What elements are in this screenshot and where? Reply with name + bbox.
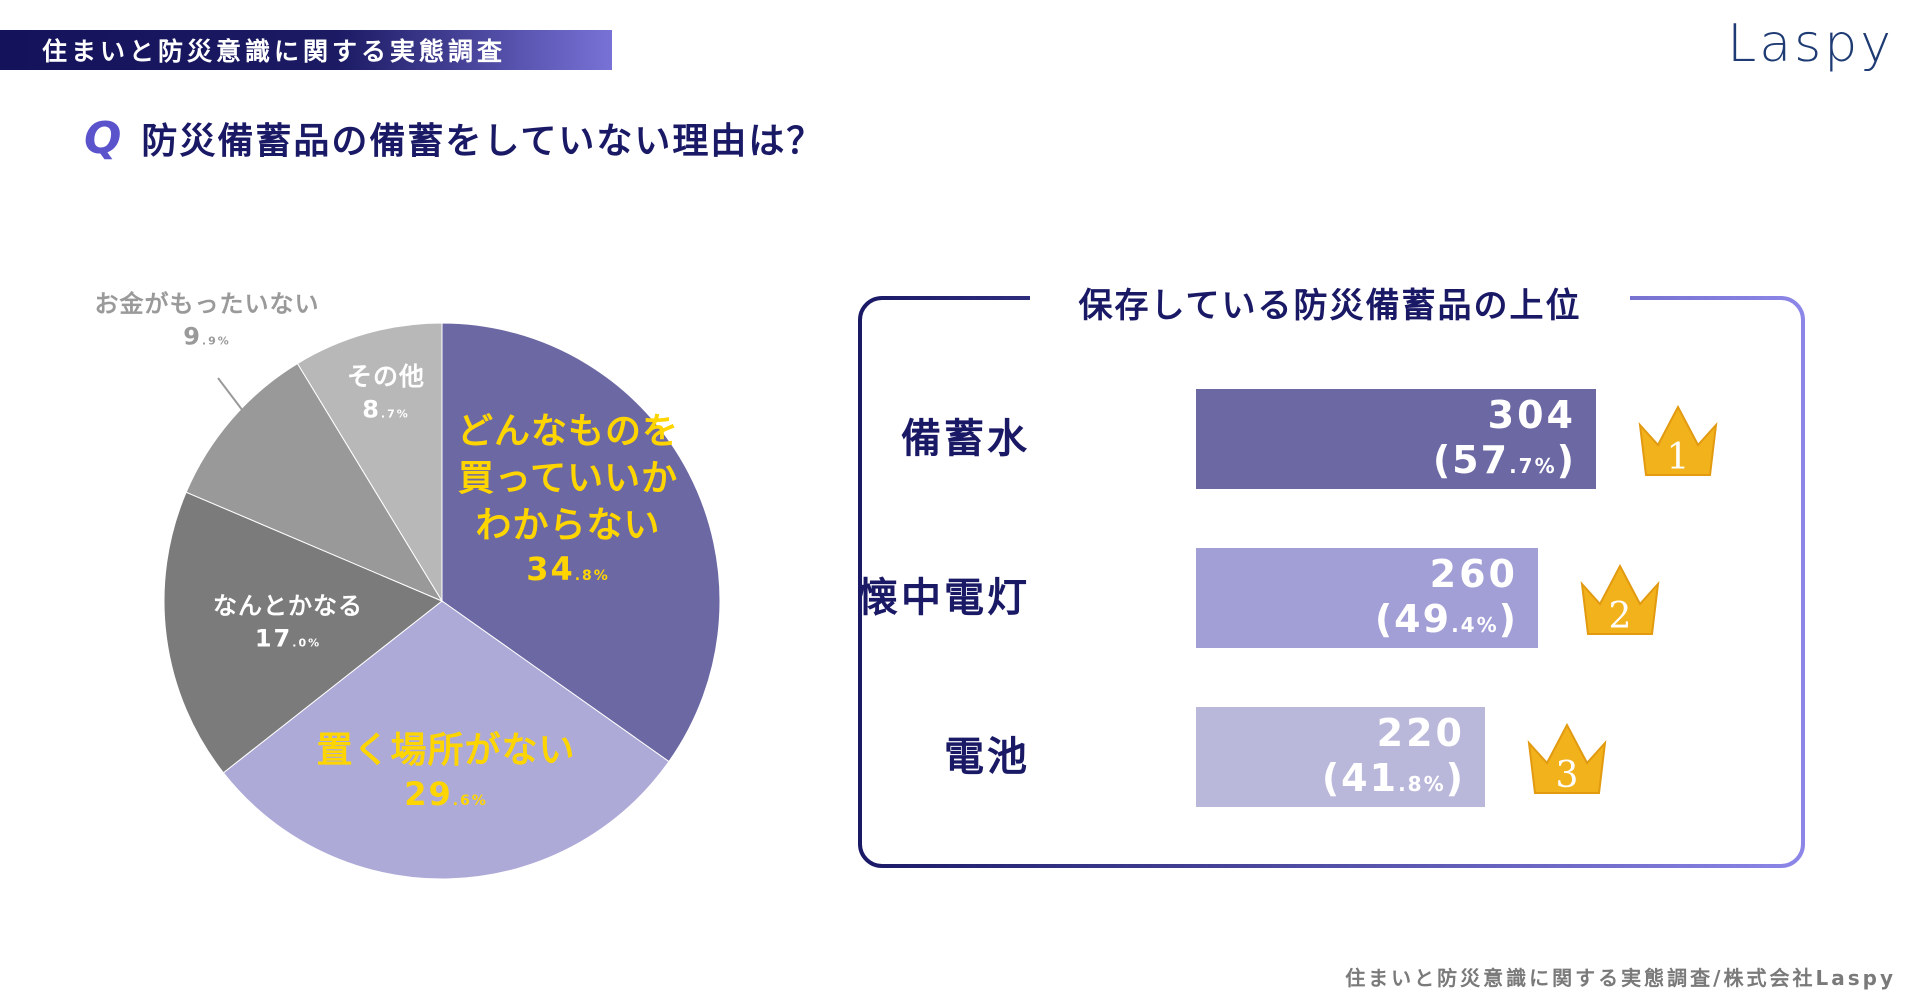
pie-slice bbox=[441, 322, 721, 763]
pie-slice bbox=[222, 600, 670, 880]
ranking-item-label: 備蓄水 bbox=[901, 416, 1030, 462]
pie-percent: 29.6% bbox=[404, 775, 488, 813]
ranking-row: 備蓄水 304 (57.7%) 1 bbox=[880, 389, 1780, 489]
ranking-item-label: 懐中電灯 bbox=[858, 575, 1030, 621]
source-footer: 住まいと防災意識に関する実態調査/株式会社Laspy bbox=[1345, 966, 1896, 990]
pie-label-text: わからない bbox=[475, 505, 660, 546]
question-heading: Q 防災備蓄品の備蓄をしていない理由は？ bbox=[84, 112, 824, 164]
ranking-percent: (57.7%) bbox=[1432, 438, 1576, 482]
pie-percent: 9.9% bbox=[183, 322, 231, 350]
q-mark: Q bbox=[84, 112, 122, 164]
survey-banner-text: 住まいと防災意識に関する実態調査 bbox=[42, 37, 507, 66]
pie-label-text: どんなものを bbox=[457, 411, 679, 452]
survey-banner: 住まいと防災意識に関する実態調査 bbox=[0, 30, 612, 70]
pie-label: なんとかなる 17.0% bbox=[213, 592, 363, 652]
ranking-row: 懐中電灯 260 (49.4%) 2 bbox=[858, 548, 1780, 648]
ranking-percent: (49.4%) bbox=[1374, 597, 1518, 641]
ranking-count: 260 bbox=[1429, 552, 1518, 596]
pie-percent: 17.0% bbox=[255, 624, 321, 652]
pie-label-text: お金がもったいない bbox=[95, 290, 320, 318]
ranking-count: 220 bbox=[1376, 711, 1465, 755]
ranking-bar: 220 (41.8%) bbox=[1196, 707, 1485, 807]
ranking-item-label: 電池 bbox=[944, 734, 1030, 780]
ranking-bar: 304 (57.7%) bbox=[1196, 389, 1596, 489]
question-text: 防災備蓄品の備蓄をしていない理由は？ bbox=[141, 121, 825, 162]
crown-icon: 3 bbox=[1527, 722, 1607, 796]
crown-icon: 1 bbox=[1638, 404, 1718, 478]
rank-number: 3 bbox=[1556, 755, 1579, 796]
pie-percent: 8.7% bbox=[362, 395, 410, 423]
crown-icon: 2 bbox=[1580, 563, 1660, 637]
pie-label-text: なんとかなる bbox=[213, 592, 363, 620]
pie-label-text: 買っていいか bbox=[458, 458, 678, 499]
pie-label: その他 8.7% bbox=[347, 362, 425, 423]
rank-number: 2 bbox=[1609, 596, 1632, 637]
pie-slice bbox=[185, 362, 444, 603]
pie-slice bbox=[163, 491, 443, 774]
pie-percent: 34.8% bbox=[526, 550, 610, 588]
pie-label: 置く場所がない 29.6% bbox=[316, 730, 575, 813]
ranking-percent: (41.8%) bbox=[1321, 756, 1465, 800]
pie-slice bbox=[296, 322, 443, 603]
pie-label-text: 置く場所がない bbox=[316, 730, 575, 771]
ranking-count: 304 bbox=[1487, 393, 1576, 437]
ranking-bar: 260 (49.4%) bbox=[1196, 548, 1538, 648]
ranking-row: 電池 220 (41.8%) 3 bbox=[880, 707, 1780, 807]
rank-number: 1 bbox=[1667, 437, 1690, 478]
pie-label: お金がもったいない 9.9% bbox=[95, 290, 320, 350]
pie-label-text: その他 bbox=[347, 362, 425, 391]
leader-line bbox=[217, 377, 244, 412]
laspy-logo: Laspy bbox=[1727, 14, 1894, 74]
ranking-title: 保存している防災備蓄品の上位 bbox=[1030, 278, 1630, 327]
